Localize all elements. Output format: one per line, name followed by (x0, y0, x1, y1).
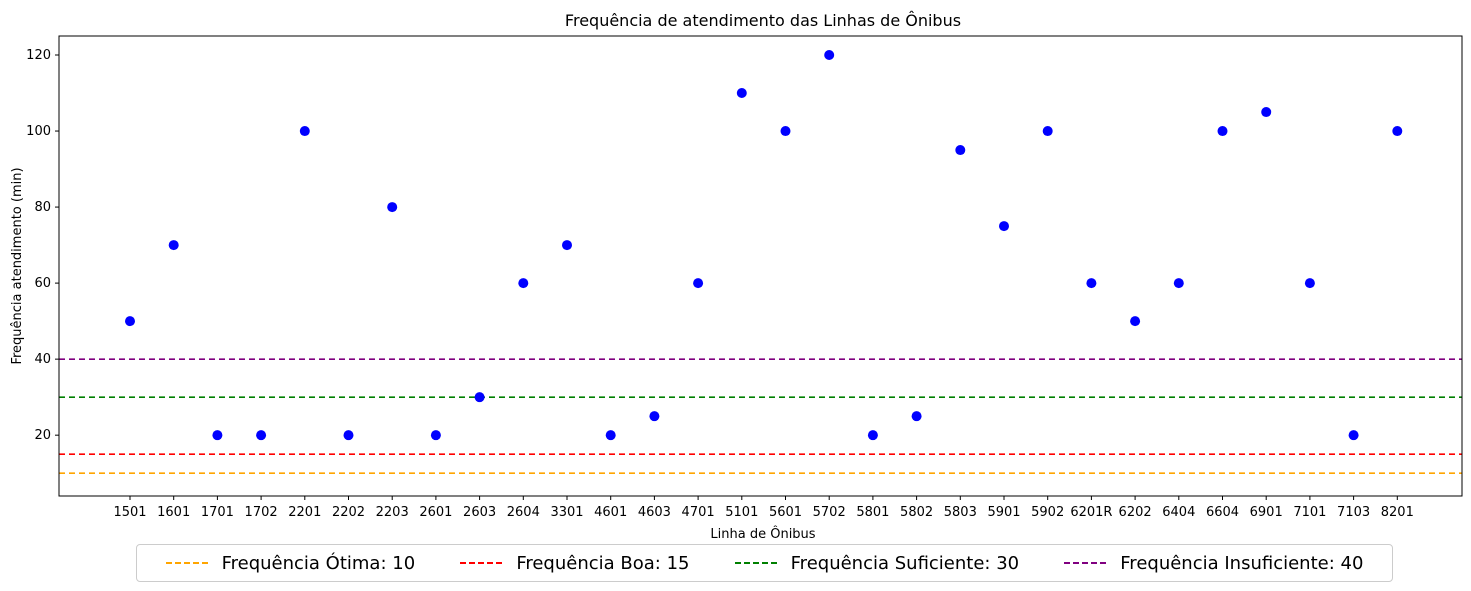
legend-label: Frequência Insuficiente: 40 (1120, 552, 1364, 574)
x-tick-label: 5101 (725, 505, 758, 520)
data-point-5702 (824, 50, 835, 61)
data-point-5902 (1042, 126, 1053, 137)
y-tick-label: 100 (26, 124, 51, 139)
data-point-5801 (867, 430, 878, 441)
x-tick-label: 1601 (157, 505, 190, 520)
data-point-8201 (1392, 126, 1403, 137)
x-tick-label: 5802 (900, 505, 933, 520)
y-tick-label: 80 (34, 200, 51, 215)
x-axis-label: Linha de Ônibus (710, 526, 815, 542)
x-tick-label: 1701 (201, 505, 234, 520)
x-tick-label: 5801 (856, 505, 889, 520)
y-tick-label: 60 (34, 276, 51, 291)
x-tick-label: 5901 (987, 505, 1020, 520)
x-tick-label: 5902 (1031, 505, 1064, 520)
data-point-5803 (955, 145, 966, 156)
x-tick-label: 2203 (376, 505, 409, 520)
data-point-7103 (1348, 430, 1359, 441)
data-point-2203 (387, 202, 398, 213)
x-tick-label: 4701 (682, 505, 715, 520)
x-tick-label: 6201R (1070, 505, 1112, 520)
legend-label: Frequência Ótima: 10 (221, 552, 416, 574)
x-tick-label: 6901 (1250, 505, 1283, 520)
data-point-3301 (562, 240, 572, 251)
legend-swatch (734, 562, 777, 564)
legend-label: Frequência Suficiente: 30 (790, 552, 1020, 574)
data-point-2603 (474, 392, 485, 403)
y-tick-label: 120 (26, 48, 51, 63)
reference-lines (59, 358, 1462, 474)
x-tick-label: 7101 (1293, 505, 1326, 520)
legend: Frequência Ótima: 10 Frequência Boa: 15 Fr… (136, 544, 1393, 582)
legend-item: Frequência Ótima: 10 (165, 552, 416, 574)
data-point-5802 (911, 411, 922, 422)
data-point-2601 (430, 430, 441, 441)
data-point-2202 (343, 430, 354, 441)
legend-item: Frequência Insuficiente: 40 (1064, 553, 1363, 574)
legend-swatch (460, 562, 503, 564)
x-tick-label: 2202 (332, 505, 365, 520)
x-tick-label: 3301 (550, 505, 583, 520)
data-point-6404 (1173, 278, 1184, 289)
legend-label: Frequência Boa: 15 (516, 552, 690, 574)
data-point-1501 (125, 316, 135, 327)
data-point-4701 (693, 278, 704, 289)
chart-title: Frequência de atendimento das Linhas de … (565, 11, 961, 30)
data-point-7101 (1304, 278, 1315, 289)
data-point-6201R (1086, 278, 1097, 289)
x-tick-label: 6404 (1162, 505, 1195, 520)
legend-item: Frequência Boa: 15 (460, 553, 689, 574)
x-tick-label: 6202 (1119, 505, 1152, 520)
data-point-4603 (649, 411, 660, 422)
data-point-2201 (299, 126, 310, 137)
x-tick-label: 5601 (769, 505, 802, 520)
x-tick-label: 2604 (507, 505, 540, 520)
y-tick-label: 20 (34, 428, 51, 443)
data-point-5101 (736, 88, 747, 99)
legend-swatch (165, 562, 208, 564)
data-point-1701 (212, 430, 223, 441)
data-point-5601 (780, 126, 791, 137)
x-tick-label: 4601 (594, 505, 627, 520)
data-point-4601 (605, 430, 616, 441)
y-axis-label: Frequência atendimento (min) (10, 167, 25, 364)
x-tick-label: 5702 (813, 505, 846, 520)
data-point-1601 (168, 240, 179, 251)
x-tick-label: 2603 (463, 505, 496, 520)
x-tick-label: 7103 (1337, 505, 1370, 520)
data-points (125, 50, 1403, 441)
x-tick-label: 1501 (113, 505, 146, 520)
x-tick-label: 4603 (638, 505, 671, 520)
data-point-6202 (1130, 316, 1141, 327)
x-tick-label: 2201 (288, 505, 321, 520)
data-point-6604 (1217, 126, 1228, 137)
legend-item: Frequência Suficiente: 30 (734, 552, 1020, 574)
x-tick-label: 2601 (419, 505, 452, 520)
data-point-1702 (256, 430, 267, 441)
x-tick-label: 8201 (1381, 505, 1414, 520)
data-point-2604 (518, 278, 529, 289)
y-axis-ticks: 20 40 60 80 100 120 (26, 48, 59, 443)
x-tick-label: 6604 (1206, 505, 1239, 520)
x-tick-label: 5803 (944, 505, 977, 520)
legend-swatch (1064, 562, 1107, 564)
plot-area-frame (58, 35, 1463, 497)
data-point-5901 (999, 221, 1009, 232)
x-tick-label: 1702 (245, 505, 278, 520)
x-axis-ticks: 1501 1601 1701 1702 2201 2202 2203 2601 2603 2604… (113, 496, 1414, 520)
data-point-6901 (1261, 107, 1272, 118)
y-tick-label: 40 (34, 352, 51, 367)
